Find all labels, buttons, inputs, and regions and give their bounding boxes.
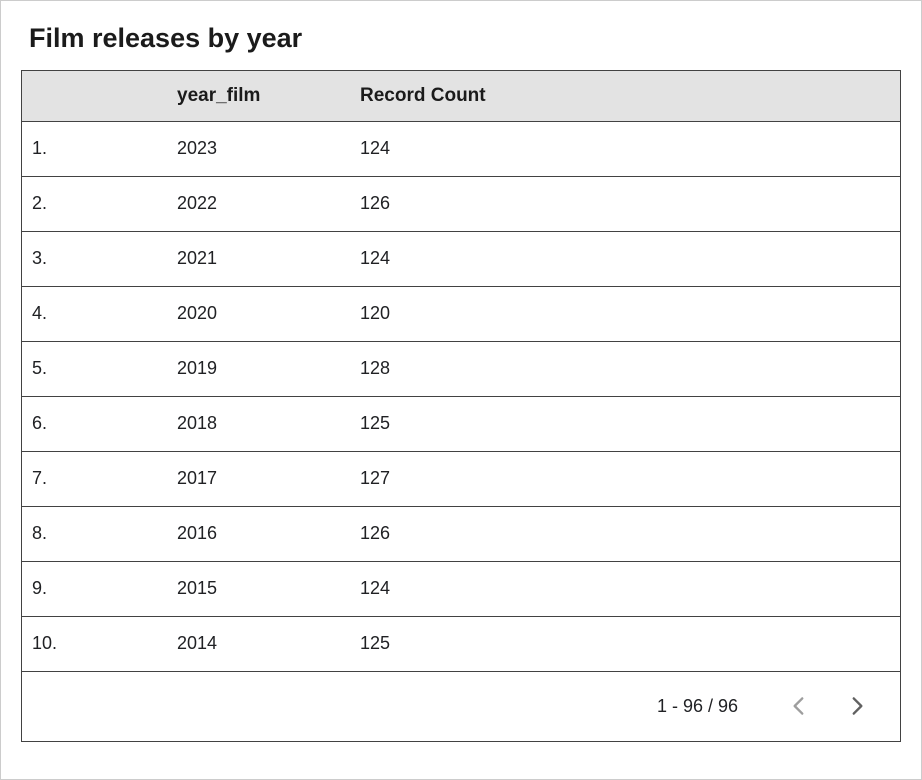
cell-record-count: 124 [350,231,900,287]
cell-row-index: 8. [22,506,167,562]
table-row: 9. 2015 124 [22,561,900,617]
cell-record-count: 126 [350,176,900,232]
table-row: 5. 2019 128 [22,341,900,397]
table-row: 2. 2022 126 [22,176,900,232]
cell-record-count: 124 [350,561,900,617]
header-index [22,71,167,122]
cell-row-index: 6. [22,396,167,452]
cell-row-index: 1. [22,121,167,177]
cell-year-film: 2014 [167,616,350,672]
pagination-range: 1 - 96 / 96 [656,695,738,716]
table-body: 1. 2023 124 2. 2022 126 3. 2021 124 4. 2020 120 5. 20… [22,121,900,672]
cell-row-index: 2. [22,176,167,232]
chevron-left-icon[interactable] [784,691,814,721]
cell-record-count: 127 [350,451,900,507]
table-row: 8. 2016 126 [22,506,900,562]
table-row: 10. 2014 125 [22,616,900,672]
cell-year-film: 2018 [167,396,350,452]
cell-record-count: 126 [350,506,900,562]
table-row: 7. 2017 127 [22,451,900,507]
data-table: year_film Record Count 1. 2023 124 2. 2022 12… [22,71,900,672]
table-row: 1. 2023 124 [22,121,900,177]
cell-row-index: 4. [22,286,167,342]
cell-record-count: 124 [350,121,900,177]
cell-year-film: 2017 [167,451,350,507]
header-record-count[interactable]: Record Count [350,71,900,122]
cell-year-film: 2022 [167,176,350,232]
cell-row-index: 10. [22,616,167,672]
cell-year-film: 2021 [167,231,350,287]
cell-row-index: 7. [22,451,167,507]
cell-row-index: 9. [22,561,167,617]
table-row: 4. 2020 120 [22,286,900,342]
chevron-right-icon[interactable] [842,691,872,721]
cell-year-film: 2019 [167,341,350,397]
table-widget: year_film Record Count 1. 2023 124 2. 2022 12… [21,70,901,742]
cell-row-index: 3. [22,231,167,287]
cell-year-film: 2023 [167,121,350,177]
cell-record-count: 125 [350,616,900,672]
cell-year-film: 2015 [167,561,350,617]
cell-year-film: 2020 [167,286,350,342]
table-row: 6. 2018 125 [22,396,900,452]
cell-record-count: 128 [350,341,900,397]
header-year-film[interactable]: year_film [167,71,350,122]
header-row: year_film Record Count [22,71,900,122]
table-row: 3. 2021 124 [22,231,900,287]
cell-record-count: 125 [350,396,900,452]
pagination-bar: 1 - 96 / 96 [22,671,900,741]
cell-record-count: 120 [350,286,900,342]
page-title: Film releases by year [29,23,303,53]
cell-year-film: 2016 [167,506,350,562]
cell-row-index: 5. [22,341,167,397]
